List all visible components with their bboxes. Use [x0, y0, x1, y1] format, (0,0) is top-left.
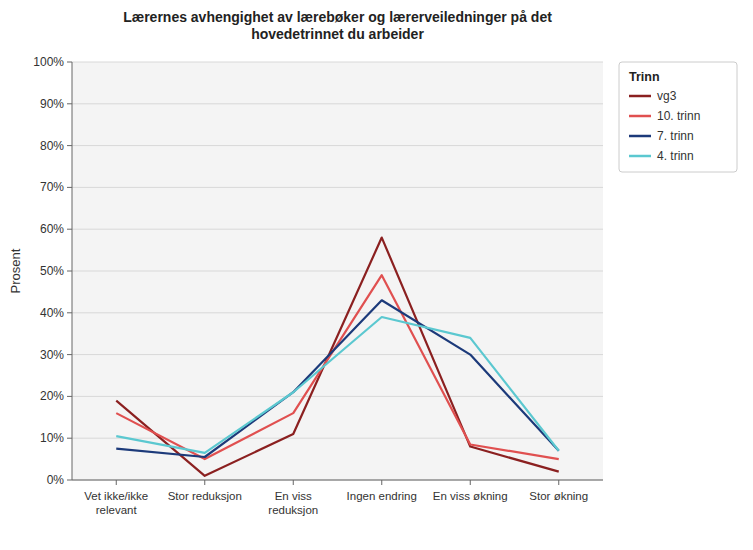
grid-line: [72, 145, 603, 146]
grid: [72, 62, 603, 480]
legend-box: [619, 62, 737, 172]
x-tick-label: Vet ikke/ikkerelevant: [84, 490, 148, 516]
y-tick: [67, 145, 72, 146]
y-tick: [67, 396, 72, 397]
grid-line: [72, 271, 603, 272]
x-tick-label: En vissreduksjon: [268, 490, 318, 516]
grid-line: [72, 187, 603, 188]
x-tick: [381, 480, 382, 485]
y-tick-label: 90%: [40, 97, 64, 111]
y-tick: [67, 312, 72, 313]
legend-entry: 10. trinn: [657, 109, 700, 123]
grid-line: [72, 103, 603, 104]
x-tick-label: Stor økning: [529, 490, 588, 502]
line: [116, 317, 559, 453]
title: Lærernes avhengighet av lærebøker og lær…: [123, 9, 552, 42]
line: [116, 275, 559, 459]
y-tick-label: 70%: [40, 180, 64, 194]
legend-swatch: [629, 95, 651, 98]
y-tick-label: 80%: [40, 139, 64, 153]
y-tick: [67, 271, 72, 272]
y-tick-label: 10%: [40, 431, 64, 445]
y-tick-label: 60%: [40, 222, 64, 236]
y-tick: [67, 438, 72, 439]
y-tick-label: 50%: [40, 264, 64, 278]
legend-entry: 4. trinn: [657, 149, 694, 163]
x-tick: [204, 480, 205, 485]
y-tick: [67, 187, 72, 188]
y-tick-label: 40%: [40, 306, 64, 320]
y-axis-label: Prosent: [8, 248, 23, 293]
plot-area: [72, 62, 603, 480]
y-tick-label: 30%: [40, 348, 64, 362]
y-tick-label: 20%: [40, 389, 64, 403]
x-tick: [558, 480, 559, 485]
x-tick-label: Stor reduksjon: [168, 490, 242, 502]
x-tick: [116, 480, 117, 485]
legend-swatch: [629, 155, 651, 158]
y-axis: [72, 62, 73, 480]
legend-title: Trinn: [629, 70, 660, 84]
y-tick-label: 0%: [47, 473, 65, 487]
x-tick-label: En viss økning: [433, 490, 508, 502]
legend-entry: 7. trinn: [657, 129, 694, 143]
grid-line: [72, 229, 603, 230]
series-group: [116, 238, 559, 476]
grid-line: [72, 312, 603, 313]
chart: Lærernes avhengighet av lærebøker og lær…: [0, 0, 753, 550]
legend: Trinn vg3 10. trinn 7. trinn 4. trinn: [619, 62, 737, 172]
y-tick: [67, 229, 72, 230]
x-tick: [293, 480, 294, 485]
y-tick-label: 100%: [33, 55, 64, 69]
legend-entry: vg3: [657, 89, 677, 103]
y-tick: [67, 354, 72, 355]
x-tick-label: Ingen endring: [347, 490, 417, 502]
grid-line: [72, 438, 603, 439]
x-tick: [470, 480, 471, 485]
legend-swatch: [629, 135, 651, 138]
y-tick: [67, 480, 72, 481]
x-axis: [72, 480, 603, 481]
y-tick: [67, 103, 72, 104]
legend-swatch: [629, 115, 651, 118]
grid-line: [72, 480, 603, 481]
line: [116, 238, 559, 476]
grid-line: [72, 62, 603, 63]
line: [116, 300, 559, 457]
y-tick: [67, 62, 72, 63]
grid-line: [72, 396, 603, 397]
